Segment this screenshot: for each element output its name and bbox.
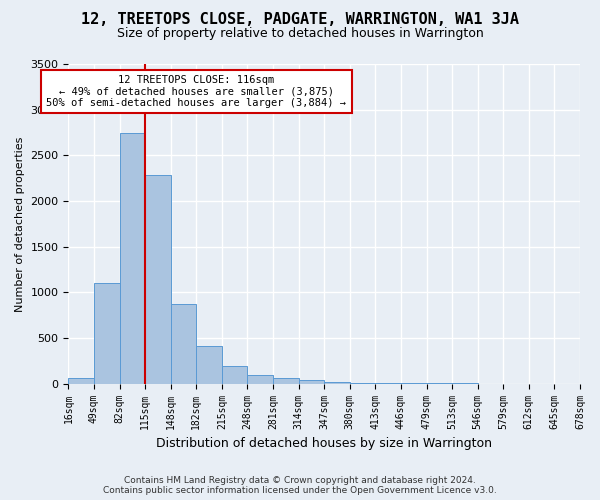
Bar [68,378,94,384]
Text: Size of property relative to detached houses in Warrington: Size of property relative to detached ho… [116,28,484,40]
Text: 12, TREETOPS CLOSE, PADGATE, WARRINGTON, WA1 3JA: 12, TREETOPS CLOSE, PADGATE, WARRINGTON,… [81,12,519,28]
Bar [350,383,376,384]
Y-axis label: Number of detached properties: Number of detached properties [15,136,25,312]
Bar [376,383,401,384]
Text: 12 TREETOPS CLOSE: 116sqm
← 49% of detached houses are smaller (3,875)
50% of se: 12 TREETOPS CLOSE: 116sqm ← 49% of detac… [46,75,346,108]
Bar [324,382,350,384]
Bar [222,366,247,384]
Bar [119,132,145,384]
Bar [299,380,324,384]
X-axis label: Distribution of detached houses by size in Warrington: Distribution of detached houses by size … [156,437,492,450]
Bar [94,283,119,384]
Bar [273,378,299,384]
Text: Contains HM Land Registry data © Crown copyright and database right 2024.
Contai: Contains HM Land Registry data © Crown c… [103,476,497,495]
Bar [247,374,273,384]
Bar [145,176,171,384]
Bar [196,346,222,384]
Bar [171,304,196,384]
